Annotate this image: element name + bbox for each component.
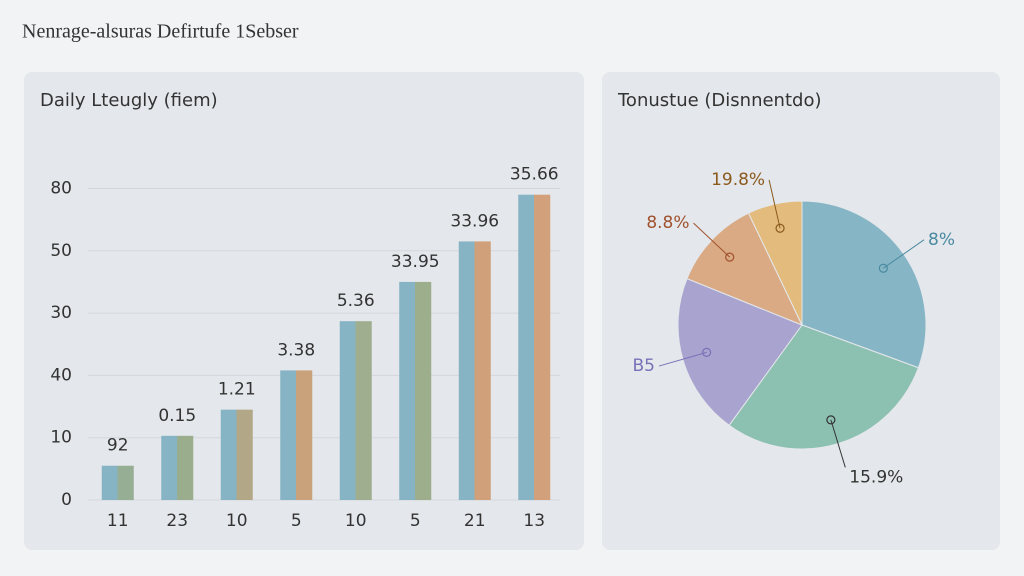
leader-dot <box>878 263 888 273</box>
x-tick-label: 5 <box>291 511 302 531</box>
bar <box>220 409 253 500</box>
leader-line <box>693 222 731 258</box>
bar <box>518 194 551 500</box>
data-label: 5.36 <box>337 291 375 311</box>
leader-dot <box>725 252 735 262</box>
data-label: 35.66 <box>510 165 559 185</box>
bar <box>161 435 194 500</box>
panel-title: Daily Lteugly (fiem) <box>40 90 218 111</box>
bar <box>458 241 491 500</box>
x-tick-label: 23 <box>166 511 188 531</box>
panel-title: Tonustue (Disnnentdo) <box>617 90 821 111</box>
data-label: 3.38 <box>277 340 315 360</box>
panel <box>24 72 584 550</box>
y-tick-label: 0 <box>61 490 72 510</box>
bar <box>399 281 432 500</box>
data-label: 33.96 <box>450 211 499 231</box>
data-label: 15.9% <box>849 467 903 487</box>
bar <box>280 370 313 500</box>
page-title: Nenrage-alsuras Defirtufe 1Sebser <box>22 21 299 43</box>
y-tick-label: 30 <box>50 303 72 323</box>
x-tick-label: 21 <box>464 511 486 531</box>
bar <box>101 465 134 500</box>
leader-line <box>830 419 846 468</box>
x-tick-label: 10 <box>226 511 248 531</box>
data-label: 19.8% <box>711 170 765 190</box>
y-tick-label: 50 <box>50 241 72 261</box>
leader-line <box>883 239 925 269</box>
y-tick-label: 80 <box>50 178 72 198</box>
x-tick-label: 5 <box>410 511 421 531</box>
data-label: 92 <box>107 436 129 456</box>
x-tick-label: 10 <box>345 511 367 531</box>
x-tick-label: 13 <box>523 511 545 531</box>
data-label: 8.8% <box>646 213 689 233</box>
leader-dot <box>826 415 836 425</box>
y-tick-label: 40 <box>50 365 72 385</box>
y-tick-label: 10 <box>50 428 72 448</box>
leader-dot <box>702 347 712 357</box>
data-label: 1.21 <box>218 380 256 400</box>
x-tick-label: 11 <box>107 511 129 531</box>
data-label: 33.95 <box>391 252 440 272</box>
leader-dot <box>775 223 785 233</box>
leader-line <box>658 351 707 367</box>
leader-line <box>768 179 781 229</box>
bar <box>339 321 372 500</box>
data-label: B5 <box>632 356 654 376</box>
data-label: 8% <box>928 230 955 250</box>
data-label: 0.15 <box>158 406 196 426</box>
